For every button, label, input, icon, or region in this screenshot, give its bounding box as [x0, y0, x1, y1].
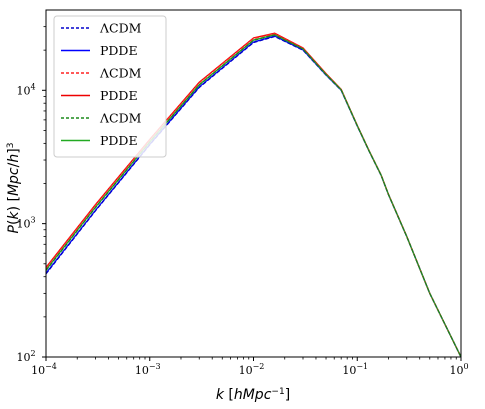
legend-label: ΛCDM [99, 21, 142, 36]
legend: ΛCDM PDDE ΛCDM PDDE ΛCDM PDDE [53, 15, 167, 158]
x-tick-label: 10−4 [31, 362, 57, 377]
series-line-5 [45, 34, 462, 358]
x-tick-label: 10−3 [135, 362, 161, 377]
y-axis-label: P(k) [Mpc/h]3 [6, 143, 22, 234]
x-tick-label: 100 [449, 362, 468, 377]
legend-box [53, 15, 167, 158]
y-tick-label: 103 [16, 216, 35, 231]
legend-label: PDDE [100, 43, 138, 58]
legend-label: ΛCDM [99, 66, 142, 81]
ticks-layer: 10−4 10−3 10−2 10−1 100 102 103 104 [16, 26, 469, 377]
legend-label: PDDE [100, 133, 138, 148]
legend-label: ΛCDM [99, 111, 142, 126]
x-tick-label: 10−1 [342, 362, 368, 377]
series-layer [45, 32, 462, 358]
y-tick-label: 102 [16, 349, 35, 364]
legend-label: PDDE [100, 88, 138, 103]
y-tick-label: 104 [16, 82, 35, 97]
x-tick-label: 10−2 [239, 362, 265, 377]
x-axis-label: k [hMpc−1] [216, 387, 290, 403]
